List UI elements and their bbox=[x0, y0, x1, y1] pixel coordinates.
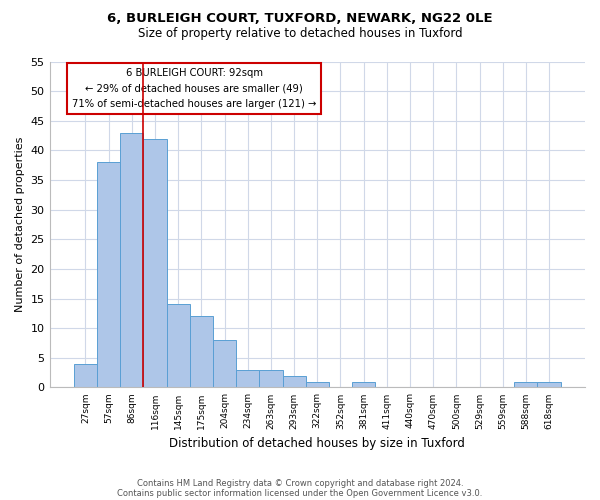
Text: Contains HM Land Registry data © Crown copyright and database right 2024.: Contains HM Land Registry data © Crown c… bbox=[137, 478, 463, 488]
Bar bbox=[213, 340, 236, 388]
Text: 6 BURLEIGH COURT: 92sqm
← 29% of detached houses are smaller (49)
71% of semi-de: 6 BURLEIGH COURT: 92sqm ← 29% of detache… bbox=[72, 68, 316, 109]
Bar bbox=[352, 382, 375, 388]
Bar bbox=[538, 382, 560, 388]
Text: Size of property relative to detached houses in Tuxford: Size of property relative to detached ho… bbox=[137, 28, 463, 40]
Bar bbox=[97, 162, 120, 388]
X-axis label: Distribution of detached houses by size in Tuxford: Distribution of detached houses by size … bbox=[169, 437, 465, 450]
Bar bbox=[190, 316, 213, 388]
Bar bbox=[305, 382, 329, 388]
Bar bbox=[143, 138, 167, 388]
Bar bbox=[514, 382, 538, 388]
Bar bbox=[74, 364, 97, 388]
Bar bbox=[259, 370, 283, 388]
Bar bbox=[167, 304, 190, 388]
Text: Contains public sector information licensed under the Open Government Licence v3: Contains public sector information licen… bbox=[118, 488, 482, 498]
Bar bbox=[120, 132, 143, 388]
Text: 6, BURLEIGH COURT, TUXFORD, NEWARK, NG22 0LE: 6, BURLEIGH COURT, TUXFORD, NEWARK, NG22… bbox=[107, 12, 493, 26]
Bar bbox=[283, 376, 305, 388]
Bar bbox=[236, 370, 259, 388]
Y-axis label: Number of detached properties: Number of detached properties bbox=[15, 137, 25, 312]
